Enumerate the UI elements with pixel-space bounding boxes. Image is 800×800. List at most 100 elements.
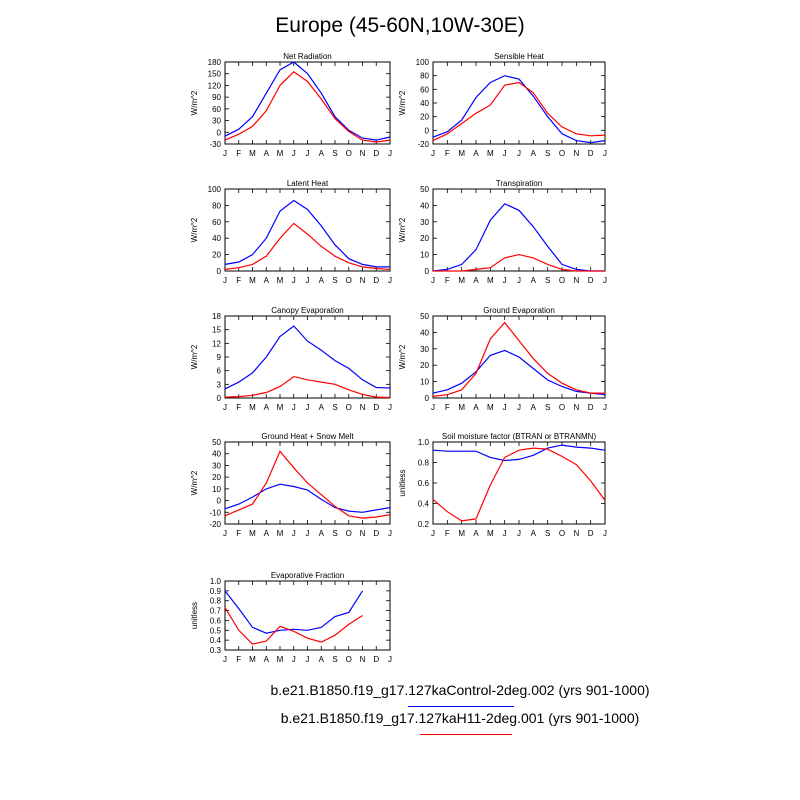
x-tick-label: D: [588, 403, 594, 412]
series-line-control: [224, 61, 391, 141]
y-tick-label: 80: [212, 201, 221, 210]
x-tick-label: D: [588, 529, 594, 538]
y-tick-label: 18: [212, 312, 221, 321]
x-tick-label: F: [445, 529, 450, 538]
x-tick-label: A: [319, 403, 325, 412]
y-tick-label: -10: [209, 508, 221, 517]
y-tick-label: 0: [425, 267, 430, 276]
series-line-control: [432, 203, 605, 272]
y-tick-label: 50: [212, 438, 221, 447]
x-tick-label: D: [373, 276, 379, 285]
x-tick-label: A: [473, 149, 479, 158]
y-axis-label: W/m^2: [190, 90, 199, 115]
y-tick-label: 40: [420, 201, 429, 210]
x-tick-label: F: [445, 276, 450, 285]
y-tick-label: 90: [212, 93, 221, 102]
y-tick-label: -20: [417, 140, 429, 149]
x-tick-label: O: [559, 403, 565, 412]
y-tick-label: 150: [208, 70, 222, 79]
y-tick-label: 0.8: [418, 459, 430, 468]
x-tick-label: S: [332, 529, 337, 538]
x-tick-label: N: [573, 403, 579, 412]
x-tick-label: J: [292, 655, 296, 664]
x-tick-label: N: [360, 655, 366, 664]
y-tick-label: 9: [217, 353, 222, 362]
legend-control-label: b.e21.B1850.f19_g17.127kaControl-2deg.00…: [270, 682, 650, 698]
x-tick-label: N: [360, 529, 366, 538]
x-tick-label: S: [545, 276, 550, 285]
x-tick-label: J: [306, 529, 310, 538]
y-tick-label: 100: [208, 185, 222, 194]
x-tick-label: A: [264, 403, 270, 412]
x-tick-label: D: [588, 276, 594, 285]
x-tick-label: J: [431, 529, 435, 538]
legend-h11-swatch: [420, 734, 512, 735]
y-tick-label: 30: [420, 218, 429, 227]
x-tick-label: A: [264, 529, 270, 538]
x-tick-label: J: [388, 149, 392, 158]
x-tick-label: J: [306, 276, 310, 285]
x-tick-label: J: [503, 529, 507, 538]
x-tick-label: O: [346, 655, 352, 664]
x-tick-label: J: [306, 403, 310, 412]
y-tick-label: 10: [420, 251, 429, 260]
x-tick-label: M: [277, 149, 284, 158]
y-tick-label: 40: [420, 328, 429, 337]
x-tick-label: S: [332, 149, 337, 158]
x-tick-label: J: [388, 655, 392, 664]
plot-frame: [224, 315, 391, 399]
x-tick-label: J: [603, 276, 607, 285]
series-line-control: [224, 199, 390, 268]
y-tick-label: 0: [217, 394, 222, 403]
x-tick-label: O: [346, 403, 352, 412]
x-tick-label: A: [531, 149, 537, 158]
y-tick-label: 30: [212, 117, 221, 126]
series-line-h11: [224, 222, 391, 270]
x-tick-label: D: [373, 403, 379, 412]
y-tick-label: 20: [420, 361, 429, 370]
x-tick-label: O: [559, 529, 565, 538]
x-tick-label: D: [373, 149, 379, 158]
y-tick-label: 30: [420, 345, 429, 354]
series-line-h11: [224, 450, 391, 519]
x-tick-label: F: [236, 529, 241, 538]
y-tick-label: -20: [209, 520, 221, 529]
y-tick-label: 0.3: [210, 646, 222, 655]
y-tick-label: 0.4: [418, 500, 430, 509]
x-tick-label: J: [223, 149, 227, 158]
x-tick-label: A: [264, 276, 270, 285]
x-tick-label: A: [473, 403, 479, 412]
y-tick-label: 6: [217, 367, 222, 376]
x-tick-label: N: [573, 149, 579, 158]
y-tick-label: 0.5: [210, 626, 222, 635]
y-axis-label: W/m^2: [398, 90, 407, 115]
y-tick-label: -30: [209, 140, 221, 149]
y-axis-label: unitless: [190, 602, 199, 629]
x-tick-label: F: [236, 149, 241, 158]
x-tick-label: F: [445, 403, 450, 412]
x-tick-label: M: [458, 403, 465, 412]
x-tick-label: M: [277, 655, 284, 664]
x-tick-label: J: [503, 276, 507, 285]
x-tick-label: J: [503, 403, 507, 412]
x-tick-label: J: [431, 149, 435, 158]
plot-frame: [224, 188, 391, 272]
y-axis-label: W/m^2: [398, 217, 407, 242]
panel-title: Latent Heat: [287, 179, 329, 188]
x-tick-label: J: [388, 529, 392, 538]
series-line-h11: [224, 607, 363, 645]
panel-title: Sensible Heat: [494, 52, 545, 61]
y-tick-label: 0.6: [210, 616, 222, 625]
x-tick-label: S: [545, 529, 550, 538]
panel-title: Evaporative Fraction: [271, 571, 344, 580]
panel-title: Ground Evaporation: [483, 306, 555, 315]
y-tick-label: 0.6: [418, 479, 430, 488]
x-tick-label: J: [603, 149, 607, 158]
x-tick-label: A: [531, 276, 537, 285]
y-tick-label: 60: [420, 85, 429, 94]
y-tick-label: 1.0: [418, 438, 430, 447]
series-line-control: [224, 590, 364, 634]
